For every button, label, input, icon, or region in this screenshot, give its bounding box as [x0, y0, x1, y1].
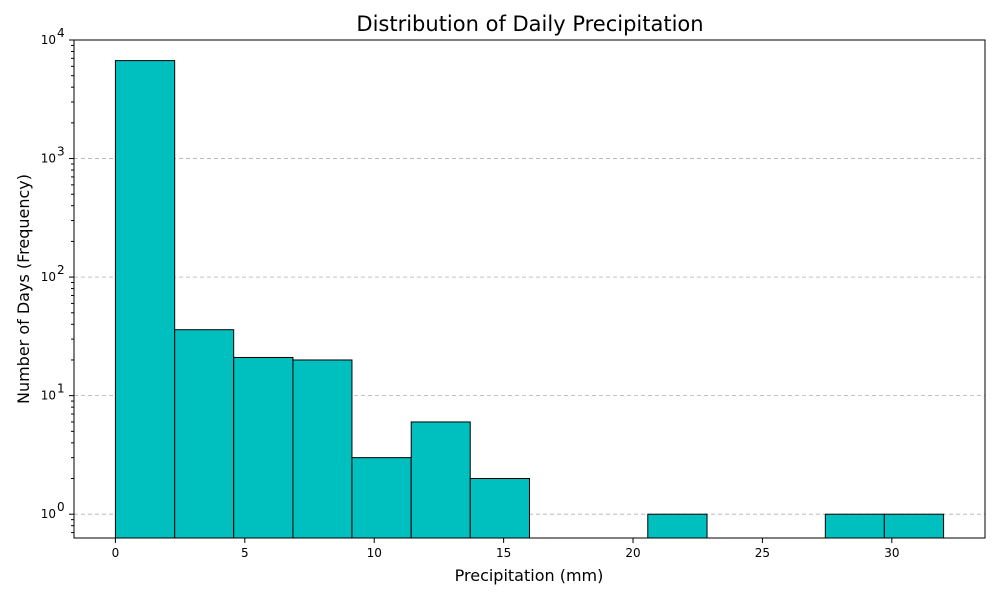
- y-tick-label: 10: [41, 270, 56, 284]
- y-tick-label: 10: [41, 33, 56, 47]
- histogram-bar: [647, 513, 708, 539]
- x-tick-label: 10: [367, 546, 382, 560]
- histogram-bar: [469, 478, 531, 539]
- histogram-bar: [292, 359, 353, 539]
- histogram-bar: [410, 421, 471, 539]
- x-tick-label: 30: [884, 546, 899, 560]
- x-tick-label: 25: [755, 546, 770, 560]
- x-tick-label: 20: [625, 546, 640, 560]
- x-axis-label: Precipitation (mm): [455, 566, 604, 585]
- y-tick-exponent: 1: [57, 382, 65, 396]
- y-tick-exponent: 4: [57, 26, 65, 40]
- x-tick-label: 15: [496, 546, 511, 560]
- y-tick-exponent: 2: [57, 263, 65, 277]
- x-tick-label: 0: [112, 546, 120, 560]
- histogram-bar: [883, 513, 945, 539]
- x-tick-label: 5: [241, 546, 249, 560]
- x-axis-ticks: 0 5 10 15 20 25 30: [112, 538, 899, 560]
- y-tick-label: 10: [41, 152, 56, 166]
- y-tick-exponent: 0: [57, 500, 65, 514]
- y-axis-label: Number of Days (Frequency): [14, 174, 33, 404]
- histogram-bar: [824, 513, 885, 539]
- y-tick-label: 10: [41, 389, 56, 403]
- histogram-bar: [174, 329, 235, 539]
- histogram-bar: [233, 356, 294, 539]
- histogram-bar: [351, 457, 412, 539]
- chart-title: Distribution of Daily Precipitation: [356, 12, 703, 36]
- bars: [114, 60, 945, 539]
- y-tick-exponent: 3: [57, 145, 65, 159]
- histogram-bar: [114, 60, 176, 539]
- y-tick-label: 10: [41, 507, 56, 521]
